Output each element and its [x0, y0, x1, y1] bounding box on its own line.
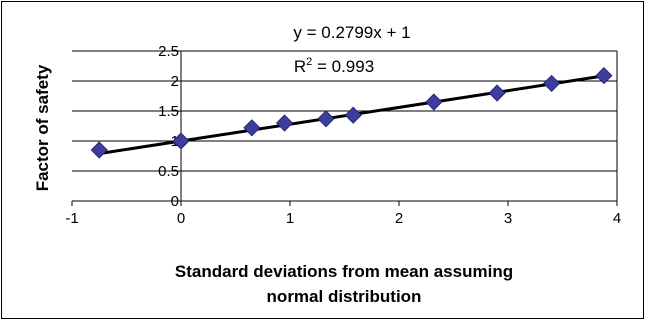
data-point-7 [488, 84, 506, 102]
x-tick-label-1: 0 [177, 210, 185, 227]
x-tick-label-5: 4 [613, 210, 621, 227]
x-tick-label-0: -1 [65, 210, 78, 227]
data-point-4 [317, 110, 335, 128]
data-point-9 [595, 67, 613, 85]
y-tick-label-1: 0.5 [158, 163, 179, 180]
x-tick-label-3: 2 [395, 210, 403, 227]
x-tick-label-4: 3 [504, 210, 512, 227]
trendline-equation: y = 0.2799x + 1 [293, 23, 410, 42]
data-points [90, 67, 613, 159]
data-point-1 [172, 132, 190, 150]
x-axis-title-line-2: normal distribution [267, 287, 422, 306]
data-point-2 [243, 119, 261, 137]
axes [71, 50, 618, 206]
y-axis-title: Factor of safety [33, 64, 52, 191]
data-point-6 [425, 93, 443, 111]
y-tick-label-4: 2 [171, 73, 179, 90]
y-tick-label-0: 0 [171, 193, 179, 210]
x-tick-label-2: 1 [286, 210, 294, 227]
data-point-0 [90, 141, 108, 159]
y-tick-label-5: 2.5 [158, 43, 179, 60]
data-point-5 [344, 106, 362, 124]
y-tick-label-3: 1.5 [158, 103, 179, 120]
gridlines [72, 50, 618, 201]
data-point-3 [275, 114, 294, 132]
x-axis-title-line-1: Standard deviations from mean assuming [175, 262, 513, 281]
data-point-8 [543, 74, 561, 92]
r-squared-label: R2 = 0.993 [294, 56, 374, 76]
